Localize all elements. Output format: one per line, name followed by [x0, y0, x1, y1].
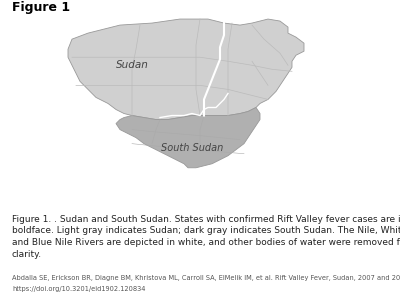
Text: Sudan: Sudan [116, 60, 148, 70]
Text: South Sudan: South Sudan [161, 143, 223, 153]
Text: Abdalla SE, Erickson BR, Diagne BM, Khristova ML, Carroll SA, ElMelik IM, et al.: Abdalla SE, Erickson BR, Diagne BM, Khri… [12, 274, 400, 281]
Polygon shape [116, 107, 260, 168]
Text: https://doi.org/10.3201/eid1902.120834: https://doi.org/10.3201/eid1902.120834 [12, 286, 146, 292]
Text: Figure 1. . Sudan and South Sudan. States with confirmed Rift Valley fever cases: Figure 1. . Sudan and South Sudan. State… [12, 214, 400, 259]
Text: Figure 1: Figure 1 [12, 2, 70, 14]
Polygon shape [68, 19, 304, 119]
